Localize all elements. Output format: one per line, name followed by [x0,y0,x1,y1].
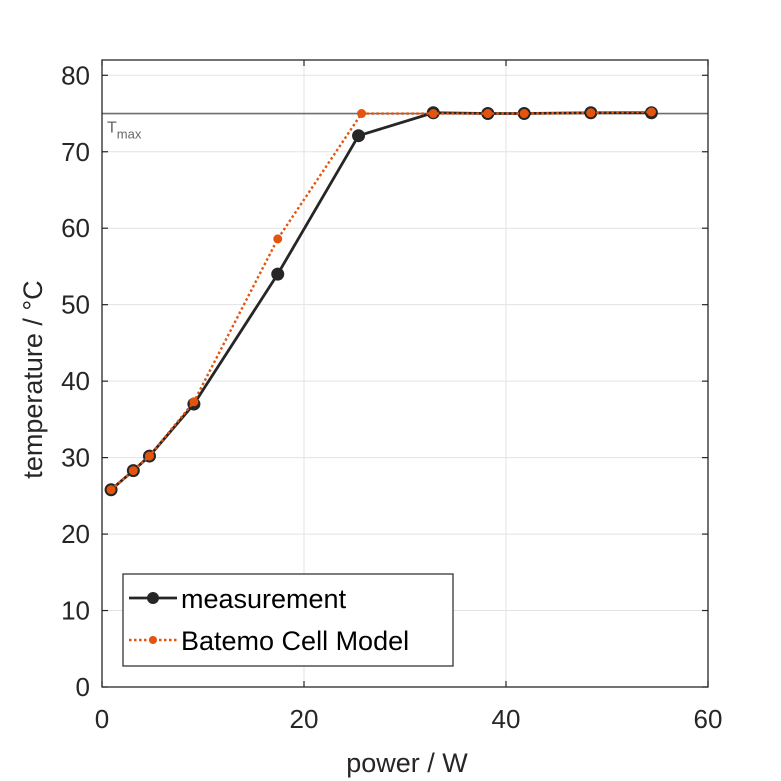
y-tick-label: 50 [61,290,90,320]
x-tick-label: 0 [95,704,109,734]
data-point [646,107,656,117]
tmax-label-sub: max [117,127,142,142]
x-axis-label: power / W [346,748,468,778]
data-point [352,129,366,143]
y-tick-label: 30 [61,443,90,473]
legend-marker [147,592,159,604]
legend: measurement Batemo Cell Model [122,573,454,667]
data-point [271,267,285,281]
data-point [428,109,438,119]
series-layer [104,106,658,497]
x-tick-label: 60 [694,704,723,734]
legend-label: measurement [181,584,347,614]
legend-label: Batemo Cell Model [181,626,409,656]
y-tick-label: 0 [76,672,90,702]
series-model [106,107,656,495]
y-axis-label: temperature / °C [18,280,48,478]
x-tick-label: 40 [492,704,521,734]
data-point [519,109,529,119]
plot-frame [101,59,709,688]
grid [101,60,709,688]
data-point [586,108,596,118]
legend-marker [149,636,157,644]
y-tick-label: 60 [61,213,90,243]
data-point [483,109,493,119]
y-tick-label: 70 [61,137,90,167]
y-tick-label: 40 [61,366,90,396]
x-tick-label: 20 [290,704,319,734]
y-tick-label: 20 [61,519,90,549]
y-tick-label: 80 [61,60,90,90]
data-point [273,234,283,244]
data-point [357,109,367,119]
data-point [128,466,138,476]
y-tick-label: 10 [61,596,90,626]
data-point [106,485,116,495]
axes: 0 20 40 60 0 10 20 30 40 50 60 70 80 [61,60,722,734]
legend-box [122,573,454,667]
tmax-label-main: T [107,120,117,137]
data-point [144,451,154,461]
tmax-label: Tmax [107,120,142,142]
data-point [189,397,199,407]
